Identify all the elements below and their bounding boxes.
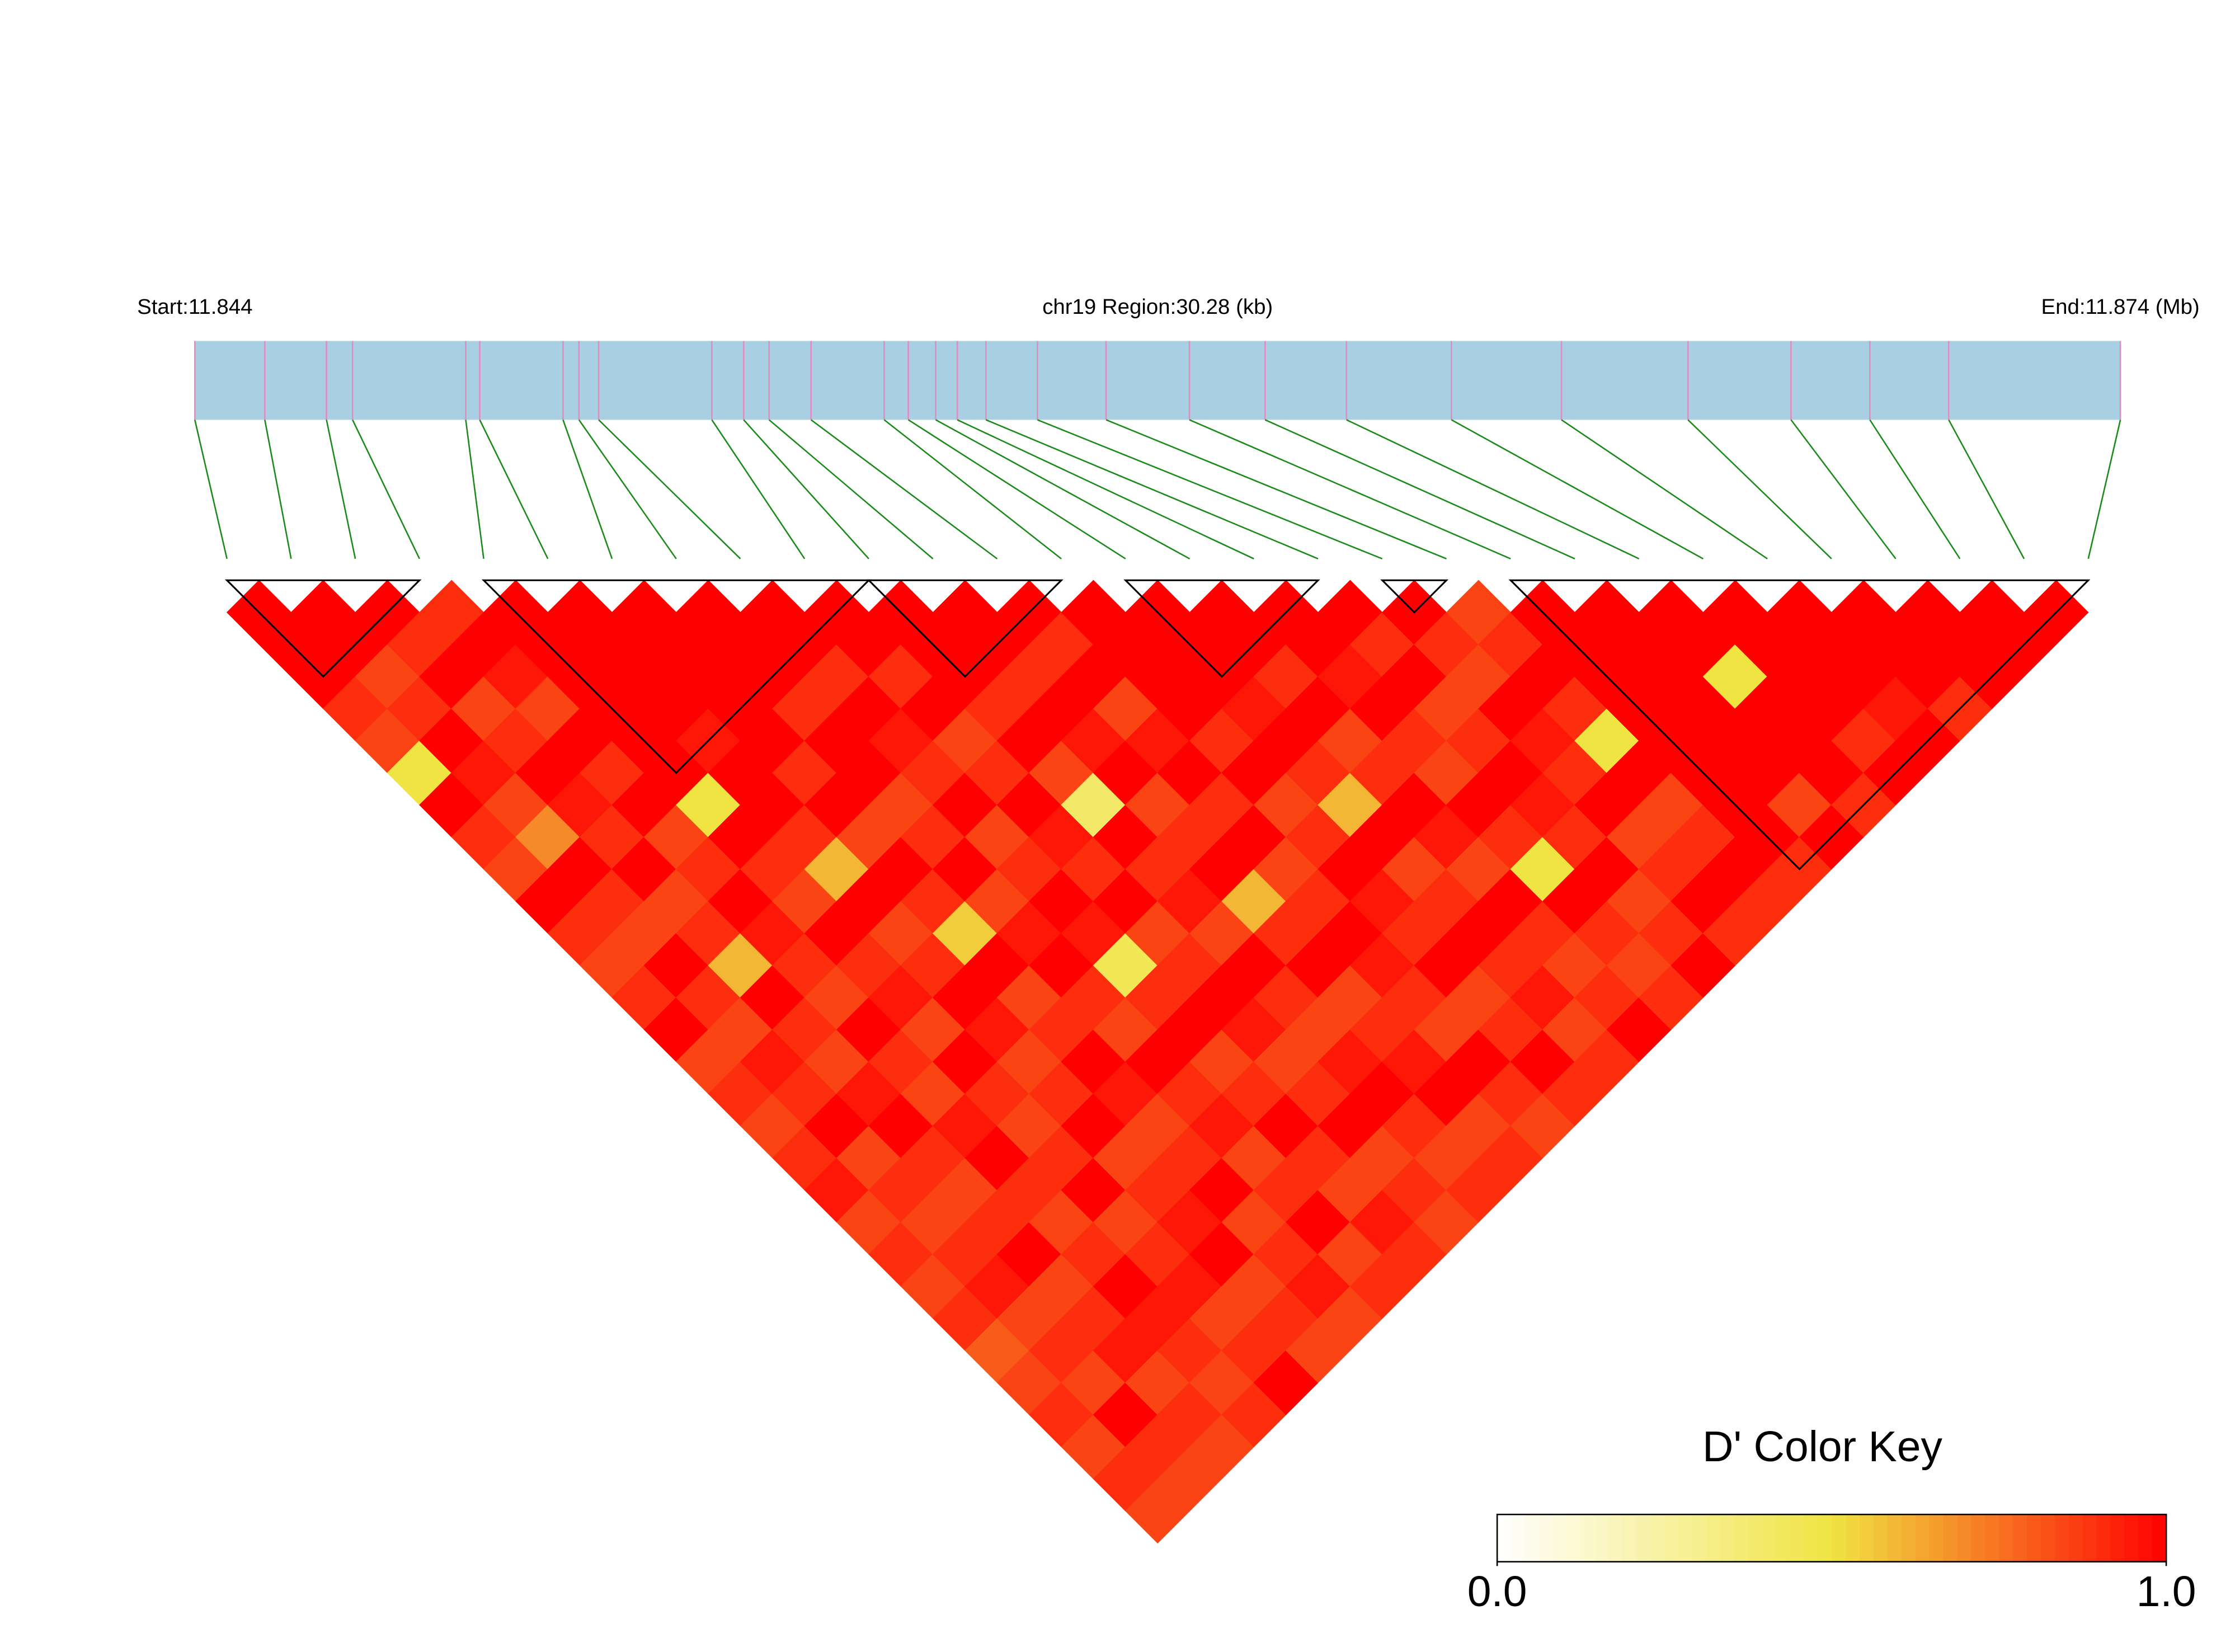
snp-connector bbox=[743, 419, 869, 559]
snp-connector bbox=[479, 419, 549, 559]
start-label: Start:11.844 bbox=[137, 295, 252, 319]
colorkey-step bbox=[2040, 1514, 2056, 1562]
colorkey-step bbox=[1846, 1514, 1861, 1562]
colorkey-step bbox=[1985, 1514, 2000, 1562]
colorkey-step bbox=[1566, 1514, 1582, 1562]
colorkey-step bbox=[1720, 1514, 1735, 1562]
haplotype-block bbox=[1380, 579, 1449, 614]
colorkey-step bbox=[2026, 1514, 2042, 1562]
snp-connector bbox=[264, 420, 292, 559]
colorkey-step bbox=[1524, 1514, 1540, 1562]
colorkey-step bbox=[1511, 1514, 1526, 1562]
colorkey-step bbox=[1804, 1514, 1819, 1562]
snp-connector bbox=[598, 419, 741, 559]
colorkey-step bbox=[1594, 1514, 1610, 1562]
colorkey-step bbox=[1971, 1514, 1986, 1562]
colorkey-step bbox=[1692, 1514, 1707, 1562]
end-label: End:11.874 (Mb) bbox=[2041, 295, 2200, 319]
snp-connector bbox=[935, 419, 1191, 559]
colorkey-step bbox=[1859, 1514, 1875, 1562]
snp-connector bbox=[711, 419, 806, 559]
snp-connector bbox=[907, 419, 1126, 559]
colorkey-step bbox=[2124, 1514, 2139, 1562]
snp-connector bbox=[194, 420, 228, 559]
colorkey-step bbox=[2110, 1514, 2125, 1562]
colorkey-step bbox=[1915, 1514, 1930, 1562]
snp-connector bbox=[1037, 419, 1383, 560]
colorkey-step bbox=[1678, 1514, 1693, 1562]
colorkey-step bbox=[1790, 1514, 1805, 1562]
haplotype-block bbox=[1123, 579, 1320, 678]
colorkey-step bbox=[1706, 1514, 1721, 1562]
colorkey-title: D' Color Key bbox=[1702, 1423, 1942, 1471]
snp-connector bbox=[1264, 419, 1575, 560]
snp-connector bbox=[2087, 420, 2121, 559]
snp-connector bbox=[768, 419, 934, 559]
snp-connector bbox=[1346, 419, 1640, 560]
snp-connector bbox=[957, 419, 1254, 560]
colorkey-step bbox=[1873, 1514, 1889, 1562]
colorkey-step bbox=[1636, 1514, 1651, 1562]
snp-connector bbox=[883, 419, 1062, 559]
colorkey-step bbox=[2082, 1514, 2097, 1562]
colorkey-tick-label: 0.0 bbox=[1467, 1568, 1527, 1616]
region-label: chr19 Region:30.28 (kb) bbox=[1042, 295, 1273, 319]
colorkey-step bbox=[1762, 1514, 1777, 1562]
colorkey-frame bbox=[1496, 1513, 2167, 1562]
snp-connector bbox=[578, 419, 677, 559]
colorkey-step bbox=[2068, 1514, 2083, 1562]
snp-connector bbox=[1105, 419, 1447, 560]
colorkey-step bbox=[1776, 1514, 1791, 1562]
colorkey-step bbox=[1664, 1514, 1679, 1562]
colorkey-step bbox=[1957, 1514, 1972, 1562]
haplotype-block bbox=[867, 579, 1064, 678]
snp-connector bbox=[1948, 419, 2025, 559]
colorkey-step bbox=[1734, 1514, 1749, 1562]
colorkey-step bbox=[1552, 1514, 1568, 1562]
snp-connector bbox=[1451, 419, 1704, 559]
haplotype-block bbox=[481, 579, 871, 774]
snp-connector bbox=[1869, 419, 1961, 559]
colorkey-step bbox=[1832, 1514, 1847, 1562]
colorkey-tick-label: 1.0 bbox=[2137, 1568, 2196, 1616]
colorkey-step bbox=[1901, 1514, 1916, 1562]
haplotype-block bbox=[1508, 579, 2091, 870]
colorkey-step bbox=[1538, 1514, 1554, 1562]
colorkey-step bbox=[1497, 1514, 1512, 1562]
colorkey-step bbox=[1748, 1514, 1763, 1562]
snp-connector bbox=[1561, 419, 1768, 559]
colorkey-step bbox=[1622, 1514, 1638, 1562]
colorkey-step bbox=[1608, 1514, 1624, 1562]
colorkey-step bbox=[1580, 1514, 1596, 1562]
colorkey-step bbox=[2138, 1514, 2153, 1562]
snp-connector bbox=[1790, 419, 1897, 559]
snp-connector bbox=[1189, 419, 1511, 560]
colorkey-step bbox=[1818, 1514, 1833, 1562]
colorkey-step bbox=[2054, 1514, 2069, 1562]
colorkey-step bbox=[1943, 1514, 1958, 1562]
colorkey-step bbox=[2152, 1514, 2167, 1562]
snp-connector bbox=[352, 419, 420, 559]
haplotype-block bbox=[224, 579, 422, 678]
colorkey-step bbox=[2096, 1514, 2111, 1562]
snp-connector bbox=[326, 420, 356, 559]
snp-connector bbox=[810, 419, 998, 559]
snp-connector bbox=[1687, 419, 1832, 559]
snp-connector bbox=[465, 420, 484, 559]
snp-connector bbox=[985, 419, 1319, 560]
colorkey-step bbox=[1887, 1514, 1902, 1562]
colorkey-step bbox=[1929, 1514, 1944, 1562]
gene-bar bbox=[195, 341, 2121, 420]
colorkey-step bbox=[1999, 1514, 2014, 1562]
colorkey-step bbox=[1650, 1514, 1665, 1562]
colorkey-step bbox=[2013, 1514, 2028, 1562]
snp-connector bbox=[562, 419, 613, 559]
